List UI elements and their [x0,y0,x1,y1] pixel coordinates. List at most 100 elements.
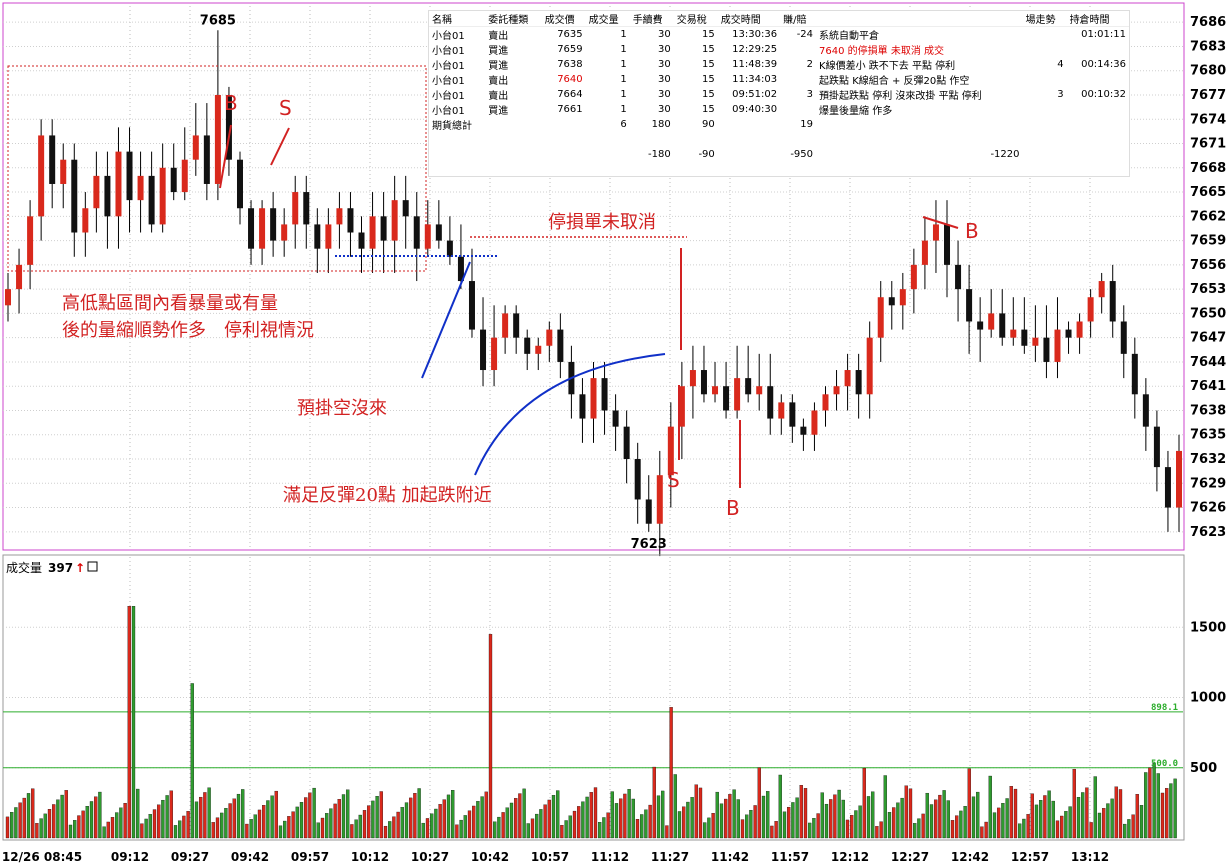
candle-body [579,394,586,419]
volume-bar [1127,819,1131,839]
time-tick-label: 13:12 [1071,850,1109,864]
volume-bar [278,825,283,839]
volume-bar [526,823,530,839]
header-cell: 委託種類 [485,11,542,27]
candle-body [678,386,685,427]
trade-cell-note: 起跌點 K線組合 + 反彈20點 作空 [819,76,970,87]
candle-body [634,459,641,500]
trade-cell-price: 7640 [557,74,583,85]
trade-cell-name: 小台01 [432,91,465,102]
time-tick-label: 09:42 [231,850,269,864]
candle-body [590,378,597,419]
trade-row: 小台01 賣出 7635 1 30 15 13:30:36 -24 系統自動平倉 01:01:11 [429,27,1129,42]
trade-cell-qty: 1 [620,104,627,115]
volume-bar [665,825,669,839]
sell-arrow [270,127,290,166]
candle-body [424,224,431,249]
candle-body [49,135,56,184]
volume-bar [459,819,463,839]
trade-cell-pl [780,72,816,87]
volume-bar [677,811,682,839]
volume-bar [178,820,182,839]
volume-bar [350,824,354,839]
up-arrow-icon: ↑ [75,561,85,575]
trade-cell-type: 賣出 [488,91,509,102]
trade-row: 小台01 買進 7661 1 30 15 09:40:30 爆量後量縮 作多 [429,102,1129,117]
volume-bar [1047,790,1051,839]
volume-bar [220,812,224,839]
volume-bar [60,794,64,839]
candle-body [358,232,365,249]
total-qty: 6 [620,119,627,130]
volume-bar [413,793,417,839]
time-tick-label: 09:12 [111,850,149,864]
trade-cell-name: 小台01 [432,46,465,57]
volume-bar [161,799,165,839]
trade-cell-type: 賣出 [488,31,509,42]
volume-bar [707,817,711,839]
volume-bar [652,766,656,839]
price-tick-label: 7650 [1190,306,1226,321]
volume-bar [446,794,451,839]
sell-marker-2: S [667,468,680,492]
volume-bar [967,768,971,839]
volume-bar [829,799,833,839]
candle-body [292,192,299,225]
volume-bar [799,785,803,839]
volume-bar [148,814,152,839]
volume-bar [698,787,703,839]
volume-bar [694,784,698,839]
candle-body [1131,353,1138,395]
candle-body [170,167,177,193]
volume-bar [787,806,791,839]
volume-bar [409,797,413,839]
candle-body [468,281,475,330]
candle-body [181,159,188,193]
candle-body [259,208,266,249]
candle-body [402,200,409,217]
volume-bar [1173,778,1177,839]
candle-body [380,216,387,241]
volume-bar [589,792,593,839]
trade-cell-trend [1023,102,1067,117]
peak-label: 7685 [200,13,236,28]
volume-bar [173,825,178,839]
volume-bar [455,824,459,839]
volume-bar [1097,812,1102,839]
price-tick-label: 7653 [1190,282,1226,297]
volume-bar [795,797,799,839]
volume-bar [560,825,564,839]
candlestick-series: 7685 7623 [5,13,1182,557]
price-tick-label: 7680 [1190,64,1226,79]
volume-bar [186,811,190,839]
volume-bar [35,823,39,839]
volume-bar [1064,811,1068,839]
candle-body [667,426,674,476]
trade-cell-fee: 30 [658,59,671,70]
volume-bar [1026,814,1030,839]
volume-bar [438,804,442,839]
volume-bar [631,798,635,839]
candle-body [1043,337,1050,362]
buy-marker-2: B [726,496,740,520]
volume-bar [392,816,396,839]
volume-bar [1144,772,1148,839]
candle-body [988,313,995,330]
price-tick-label: 7626 [1190,501,1226,516]
volume-bar [623,793,627,839]
volume-bar [236,793,241,839]
price-tick-label: 7647 [1190,331,1226,346]
volume-bar [887,812,892,839]
trade-cell-note: 系統自動平倉 [819,31,880,42]
candle-body [203,135,210,184]
volume-bar [400,807,404,839]
trade-cell-tax: 15 [702,59,715,70]
candle-body [1120,321,1127,354]
volume-bar [430,813,434,839]
price-tick-label: 7686 [1190,15,1226,30]
volume-bar [136,788,140,839]
price-tick-label: 7668 [1190,161,1226,176]
candle-body [546,329,553,346]
volume-bar [980,826,984,839]
